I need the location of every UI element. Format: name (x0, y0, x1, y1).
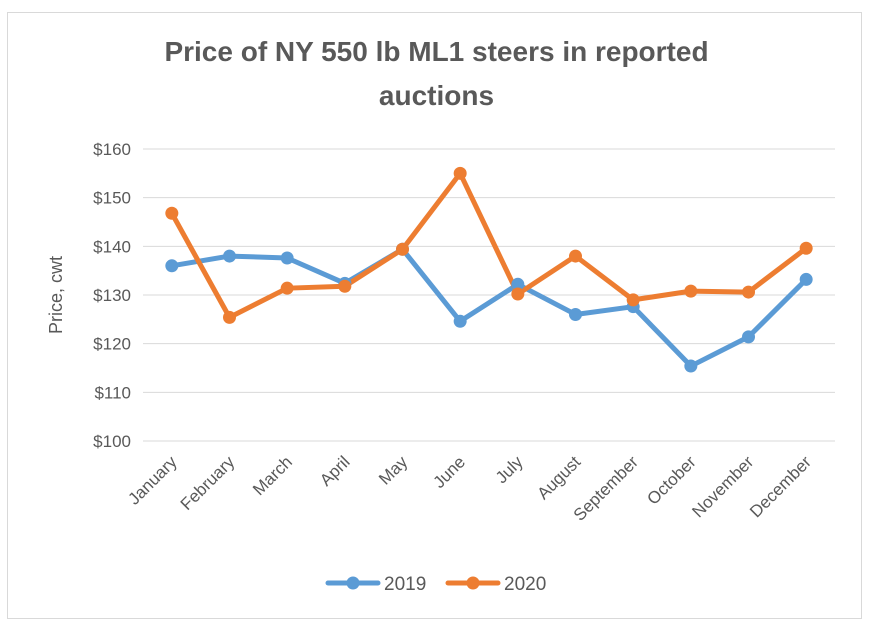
point-2020-october (684, 284, 698, 298)
y-tick-label-110: $110 (94, 383, 131, 402)
point-2020-december (799, 241, 813, 255)
point-2020-august (569, 249, 582, 263)
x-tick-label-july: July (492, 452, 527, 487)
point-2019-january (165, 259, 179, 273)
chart-frame (7, 12, 862, 619)
y-tick-label-100: $100 (93, 432, 131, 451)
point-2020-april (338, 279, 352, 293)
x-tick-label-april: April (316, 452, 353, 489)
point-2019-december (799, 272, 813, 286)
y-tick-label-130: $130 (93, 286, 131, 305)
point-2019-june (453, 314, 467, 328)
point-2020-february (223, 310, 236, 324)
legend-label-2019: 2019 (384, 574, 426, 595)
x-tick-label-december: December (746, 452, 815, 521)
point-2019-july (511, 277, 525, 291)
x-tick-label-october: October (643, 452, 699, 508)
series-line-2019 (169, 246, 809, 369)
y-tick-label-150: $150 (93, 189, 131, 208)
point-2019-october (684, 359, 698, 373)
point-2020-september (626, 293, 640, 307)
chart-title-line2: auctions (378, 80, 495, 111)
point-2019-august (569, 307, 582, 321)
x-tick-label-june: June (429, 452, 469, 492)
point-2020-june (453, 166, 467, 180)
x-tick-label-august: August (533, 452, 584, 503)
legend-marker-2020 (466, 576, 480, 590)
point-2020-march (280, 281, 294, 295)
point-2020-january (165, 206, 179, 220)
chart-title-line1: Price of NY 550 lb ML1 steers in reporte… (164, 36, 709, 67)
x-tick-label-may: May (375, 452, 411, 488)
x-tick-label-march: March (249, 452, 296, 499)
x-tick-label-november: November (688, 452, 757, 521)
y-tick-label-160: $160 (93, 140, 131, 159)
point-2020-may (396, 242, 409, 256)
point-2019-november (742, 330, 755, 344)
x-tick-label-january: January (124, 452, 181, 509)
point-2019-february (223, 249, 236, 263)
chart-title: Price of NY 550 lb ML1 steers in reporte… (0, 30, 873, 118)
legend-marker-2019 (346, 576, 360, 590)
series-line-2020 (169, 170, 809, 320)
point-2019-march (280, 251, 294, 265)
legend-label-2020: 2020 (504, 574, 546, 595)
y-tick-label-140: $140 (93, 237, 131, 256)
point-2020-november (742, 285, 755, 299)
x-tick-label-february: February (177, 452, 239, 514)
y-axis-label: Price, cwt (46, 256, 66, 334)
point-2020-july (511, 287, 525, 301)
y-tick-label-120: $120 (93, 335, 131, 354)
